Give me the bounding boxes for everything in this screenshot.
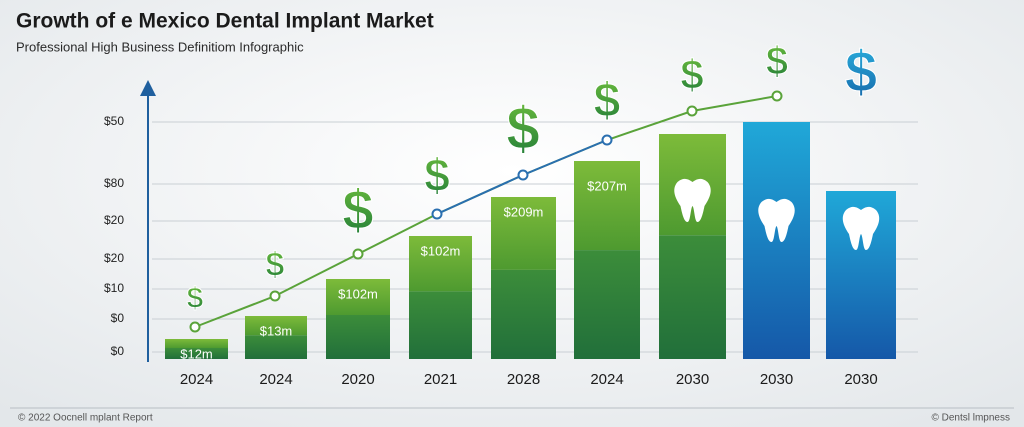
- dollar-icon: $: [594, 75, 621, 128]
- axis-arrow: [140, 80, 156, 96]
- trend-point: [601, 134, 613, 146]
- bar-upper: [165, 339, 228, 348]
- value-label: $102m: [421, 243, 461, 258]
- bar-lower: [659, 235, 726, 359]
- x-label: 2030: [676, 371, 709, 388]
- bar-upper: [326, 279, 390, 315]
- bar-upper: [574, 161, 640, 251]
- bar-lower: [574, 250, 640, 359]
- footer-left: © 2022 Oocnell mplant Report: [18, 413, 153, 424]
- y-label: $20: [104, 213, 124, 227]
- trend-point: [517, 169, 529, 181]
- dollar-icon: $: [680, 51, 703, 98]
- trend-point: [771, 90, 783, 102]
- trend-point: [189, 321, 201, 333]
- bar: [743, 122, 810, 359]
- y-label: $20: [104, 251, 124, 265]
- y-label: $80: [104, 176, 124, 190]
- bar-lower: [165, 348, 228, 359]
- tooth-icon: [674, 178, 711, 222]
- dollar-icon: $: [845, 39, 877, 104]
- x-label: 2030: [844, 371, 877, 388]
- x-label: 2024: [259, 371, 292, 388]
- value-label: $207m: [587, 178, 627, 193]
- y-label: $50: [104, 114, 124, 128]
- x-label: 2020: [341, 371, 374, 388]
- bar-upper: [245, 316, 307, 336]
- dollar-icon: $: [766, 40, 788, 84]
- trend-point: [686, 105, 698, 117]
- bar-lower: [326, 315, 390, 359]
- trend-point: [352, 248, 364, 260]
- trend-point: [431, 208, 443, 220]
- x-label: 2021: [424, 371, 457, 388]
- x-label: 2030: [760, 371, 793, 388]
- dollar-icon: $: [187, 282, 204, 315]
- value-label: $209m: [504, 204, 544, 219]
- bar-upper: [491, 197, 556, 270]
- dollar-icon: $: [266, 246, 285, 284]
- value-label: $12m: [180, 346, 213, 361]
- bar-lower: [409, 291, 472, 359]
- subtitle: Professional High Business Definitiom In…: [16, 39, 304, 54]
- bar-lower: [491, 269, 556, 359]
- y-label: $0: [111, 344, 125, 358]
- y-label: $10: [104, 281, 124, 295]
- x-label: 2028: [507, 371, 540, 388]
- tooth-icon: [842, 206, 880, 250]
- bar-lower: [245, 335, 307, 359]
- tooth-icon: [758, 198, 795, 242]
- value-label: $13m: [260, 323, 293, 338]
- dollar-icon: $: [424, 149, 450, 201]
- y-label: $0: [111, 311, 125, 325]
- x-label: 2024: [590, 371, 623, 388]
- dollar-icon: $: [342, 178, 373, 241]
- footer-right: © Dentsl lmpness: [931, 413, 1010, 424]
- value-label: $102m: [338, 286, 378, 301]
- title: Growth of e Mexico Dental Implant Market: [16, 10, 434, 33]
- trend-point: [269, 290, 281, 302]
- dollar-icon: $: [506, 95, 539, 162]
- bar-upper: [409, 236, 472, 292]
- x-label: 2024: [180, 371, 213, 388]
